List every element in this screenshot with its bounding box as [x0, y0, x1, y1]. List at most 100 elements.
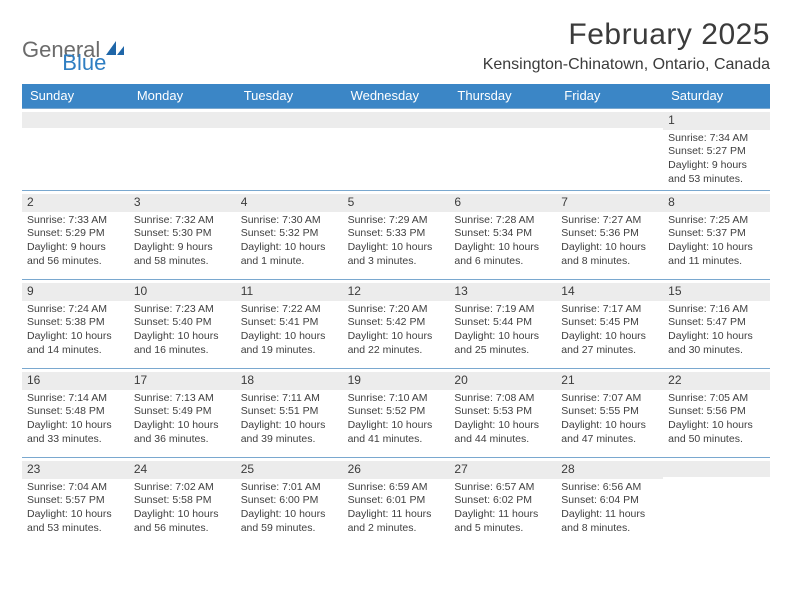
day-cell: 28Sunrise: 6:56 AMSunset: 6:04 PMDayligh…: [556, 458, 663, 546]
day-number: 4: [236, 194, 343, 212]
daylight-line: Daylight: 10 hours and 27 minutes.: [561, 330, 660, 357]
day-number: 22: [663, 372, 770, 390]
day-cell: 2Sunrise: 7:33 AMSunset: 5:29 PMDaylight…: [22, 191, 129, 279]
sunrise-line: Sunrise: 7:05 AM: [668, 392, 767, 406]
daylight-line: Daylight: 10 hours and 59 minutes.: [241, 508, 340, 535]
day-number: 8: [663, 194, 770, 212]
sunrise-line: Sunrise: 7:20 AM: [348, 303, 447, 317]
day-number: 23: [22, 461, 129, 479]
dow-monday: Monday: [129, 84, 236, 108]
brand-sail-icon: [104, 39, 126, 62]
sunset-line: Sunset: 5:30 PM: [134, 227, 233, 241]
daylight-line: Daylight: 11 hours and 2 minutes.: [348, 508, 447, 535]
sunrise-line: Sunrise: 7:24 AM: [27, 303, 126, 317]
day-number: 25: [236, 461, 343, 479]
day-number: 3: [129, 194, 236, 212]
sunrise-line: Sunrise: 7:04 AM: [27, 481, 126, 495]
sunrise-line: Sunrise: 7:30 AM: [241, 214, 340, 228]
sunrise-line: Sunrise: 7:02 AM: [134, 481, 233, 495]
daylight-line: Daylight: 10 hours and 14 minutes.: [27, 330, 126, 357]
sunrise-line: Sunrise: 7:29 AM: [348, 214, 447, 228]
day-number: 27: [449, 461, 556, 479]
day-number: 2: [22, 194, 129, 212]
weeks-container: 1Sunrise: 7:34 AMSunset: 5:27 PMDaylight…: [22, 108, 770, 546]
day-number: 5: [343, 194, 450, 212]
sunset-line: Sunset: 5:53 PM: [454, 405, 553, 419]
sunrise-line: Sunrise: 7:11 AM: [241, 392, 340, 406]
sunset-line: Sunset: 5:42 PM: [348, 316, 447, 330]
day-cell: 13 Sunrise: 7:19 AMSunset: 5:44 PMDayligh…: [449, 280, 556, 368]
sunset-line: Sunset: 5:41 PM: [241, 316, 340, 330]
day-number: 21: [556, 372, 663, 390]
days-of-week-header: Sunday Monday Tuesday Wednesday Thursday…: [22, 84, 770, 108]
day-number: 16: [22, 372, 129, 390]
day-cell: 24Sunrise: 7:02 AMSunset: 5:58 PMDayligh…: [129, 458, 236, 546]
daylight-line: Daylight: 10 hours and 6 minutes.: [454, 241, 553, 268]
day-number: [556, 112, 663, 128]
daylight-line: Daylight: 11 hours and 8 minutes.: [561, 508, 660, 535]
daylight-line: Daylight: 10 hours and 44 minutes.: [454, 419, 553, 446]
day-cell: 6Sunrise: 7:28 AMSunset: 5:34 PMDaylight…: [449, 191, 556, 279]
dow-saturday: Saturday: [663, 84, 770, 108]
dow-sunday: Sunday: [22, 84, 129, 108]
day-cell: [129, 109, 236, 190]
day-cell: 9 Sunrise: 7:24 AMSunset: 5:38 PMDaylight…: [22, 280, 129, 368]
day-cell: 12Sunrise: 7:20 AMSunset: 5:42 PMDayligh…: [343, 280, 450, 368]
day-cell: [556, 109, 663, 190]
day-cell: 14Sunrise: 7:17 AMSunset: 5:45 PMDayligh…: [556, 280, 663, 368]
daylight-line: Daylight: 10 hours and 22 minutes.: [348, 330, 447, 357]
sunrise-line: Sunrise: 7:33 AM: [27, 214, 126, 228]
calendar-grid: Sunday Monday Tuesday Wednesday Thursday…: [22, 84, 770, 546]
dow-tuesday: Tuesday: [236, 84, 343, 108]
day-cell: 11Sunrise: 7:22 AMSunset: 5:41 PMDayligh…: [236, 280, 343, 368]
sunrise-line: Sunrise: 7:19 AM: [454, 303, 553, 317]
day-number: 11: [236, 283, 343, 301]
day-number: 17: [129, 372, 236, 390]
brand-word-2: Blue: [62, 50, 106, 76]
daylight-line: Daylight: 10 hours and 30 minutes.: [668, 330, 767, 357]
sunset-line: Sunset: 5:44 PM: [454, 316, 553, 330]
day-cell: [449, 109, 556, 190]
day-number: 14: [556, 283, 663, 301]
dow-thursday: Thursday: [449, 84, 556, 108]
daylight-line: Daylight: 9 hours and 58 minutes.: [134, 241, 233, 268]
sunset-line: Sunset: 5:49 PM: [134, 405, 233, 419]
sunrise-line: Sunrise: 7:13 AM: [134, 392, 233, 406]
sunset-line: Sunset: 5:48 PM: [27, 405, 126, 419]
day-number: 24: [129, 461, 236, 479]
day-number: 19: [343, 372, 450, 390]
sunrise-line: Sunrise: 6:59 AM: [348, 481, 447, 495]
day-cell: 10Sunrise: 7:23 AMSunset: 5:40 PMDayligh…: [129, 280, 236, 368]
day-cell: 27Sunrise: 6:57 AMSunset: 6:02 PMDayligh…: [449, 458, 556, 546]
day-cell: 17 Sunrise: 7:13 AMSunset: 5:49 PMDayligh…: [129, 369, 236, 457]
day-cell: 20 Sunrise: 7:08 AMSunset: 5:53 PMDayligh…: [449, 369, 556, 457]
sunset-line: Sunset: 5:40 PM: [134, 316, 233, 330]
sunrise-line: Sunrise: 7:22 AM: [241, 303, 340, 317]
day-number: 15: [663, 283, 770, 301]
day-number: 7: [556, 194, 663, 212]
day-cell: [22, 109, 129, 190]
sunrise-line: Sunrise: 6:56 AM: [561, 481, 660, 495]
sunrise-line: Sunrise: 7:08 AM: [454, 392, 553, 406]
day-number: 20: [449, 372, 556, 390]
sunset-line: Sunset: 6:04 PM: [561, 494, 660, 508]
sunset-line: Sunset: 5:36 PM: [561, 227, 660, 241]
sunrise-line: Sunrise: 7:34 AM: [668, 132, 767, 146]
daylight-line: Daylight: 10 hours and 41 minutes.: [348, 419, 447, 446]
sunrise-line: Sunrise: 7:14 AM: [27, 392, 126, 406]
sunset-line: Sunset: 5:51 PM: [241, 405, 340, 419]
location-label: Kensington-Chinatown, Ontario, Canada: [483, 56, 770, 74]
sunset-line: Sunset: 5:38 PM: [27, 316, 126, 330]
day-number: 13: [449, 283, 556, 301]
day-number: 9: [22, 283, 129, 301]
day-cell: 19Sunrise: 7:10 AMSunset: 5:52 PMDayligh…: [343, 369, 450, 457]
day-number: 26: [343, 461, 450, 479]
day-number: 1: [663, 112, 770, 130]
header: General Blue February 2025 Kensington-Ch…: [22, 18, 770, 76]
sunrise-line: Sunrise: 7:07 AM: [561, 392, 660, 406]
day-number: [449, 112, 556, 128]
daylight-line: Daylight: 10 hours and 36 minutes.: [134, 419, 233, 446]
day-cell: 25Sunrise: 7:01 AMSunset: 6:00 PMDayligh…: [236, 458, 343, 546]
daylight-line: Daylight: 10 hours and 25 minutes.: [454, 330, 553, 357]
daylight-line: Daylight: 10 hours and 33 minutes.: [27, 419, 126, 446]
